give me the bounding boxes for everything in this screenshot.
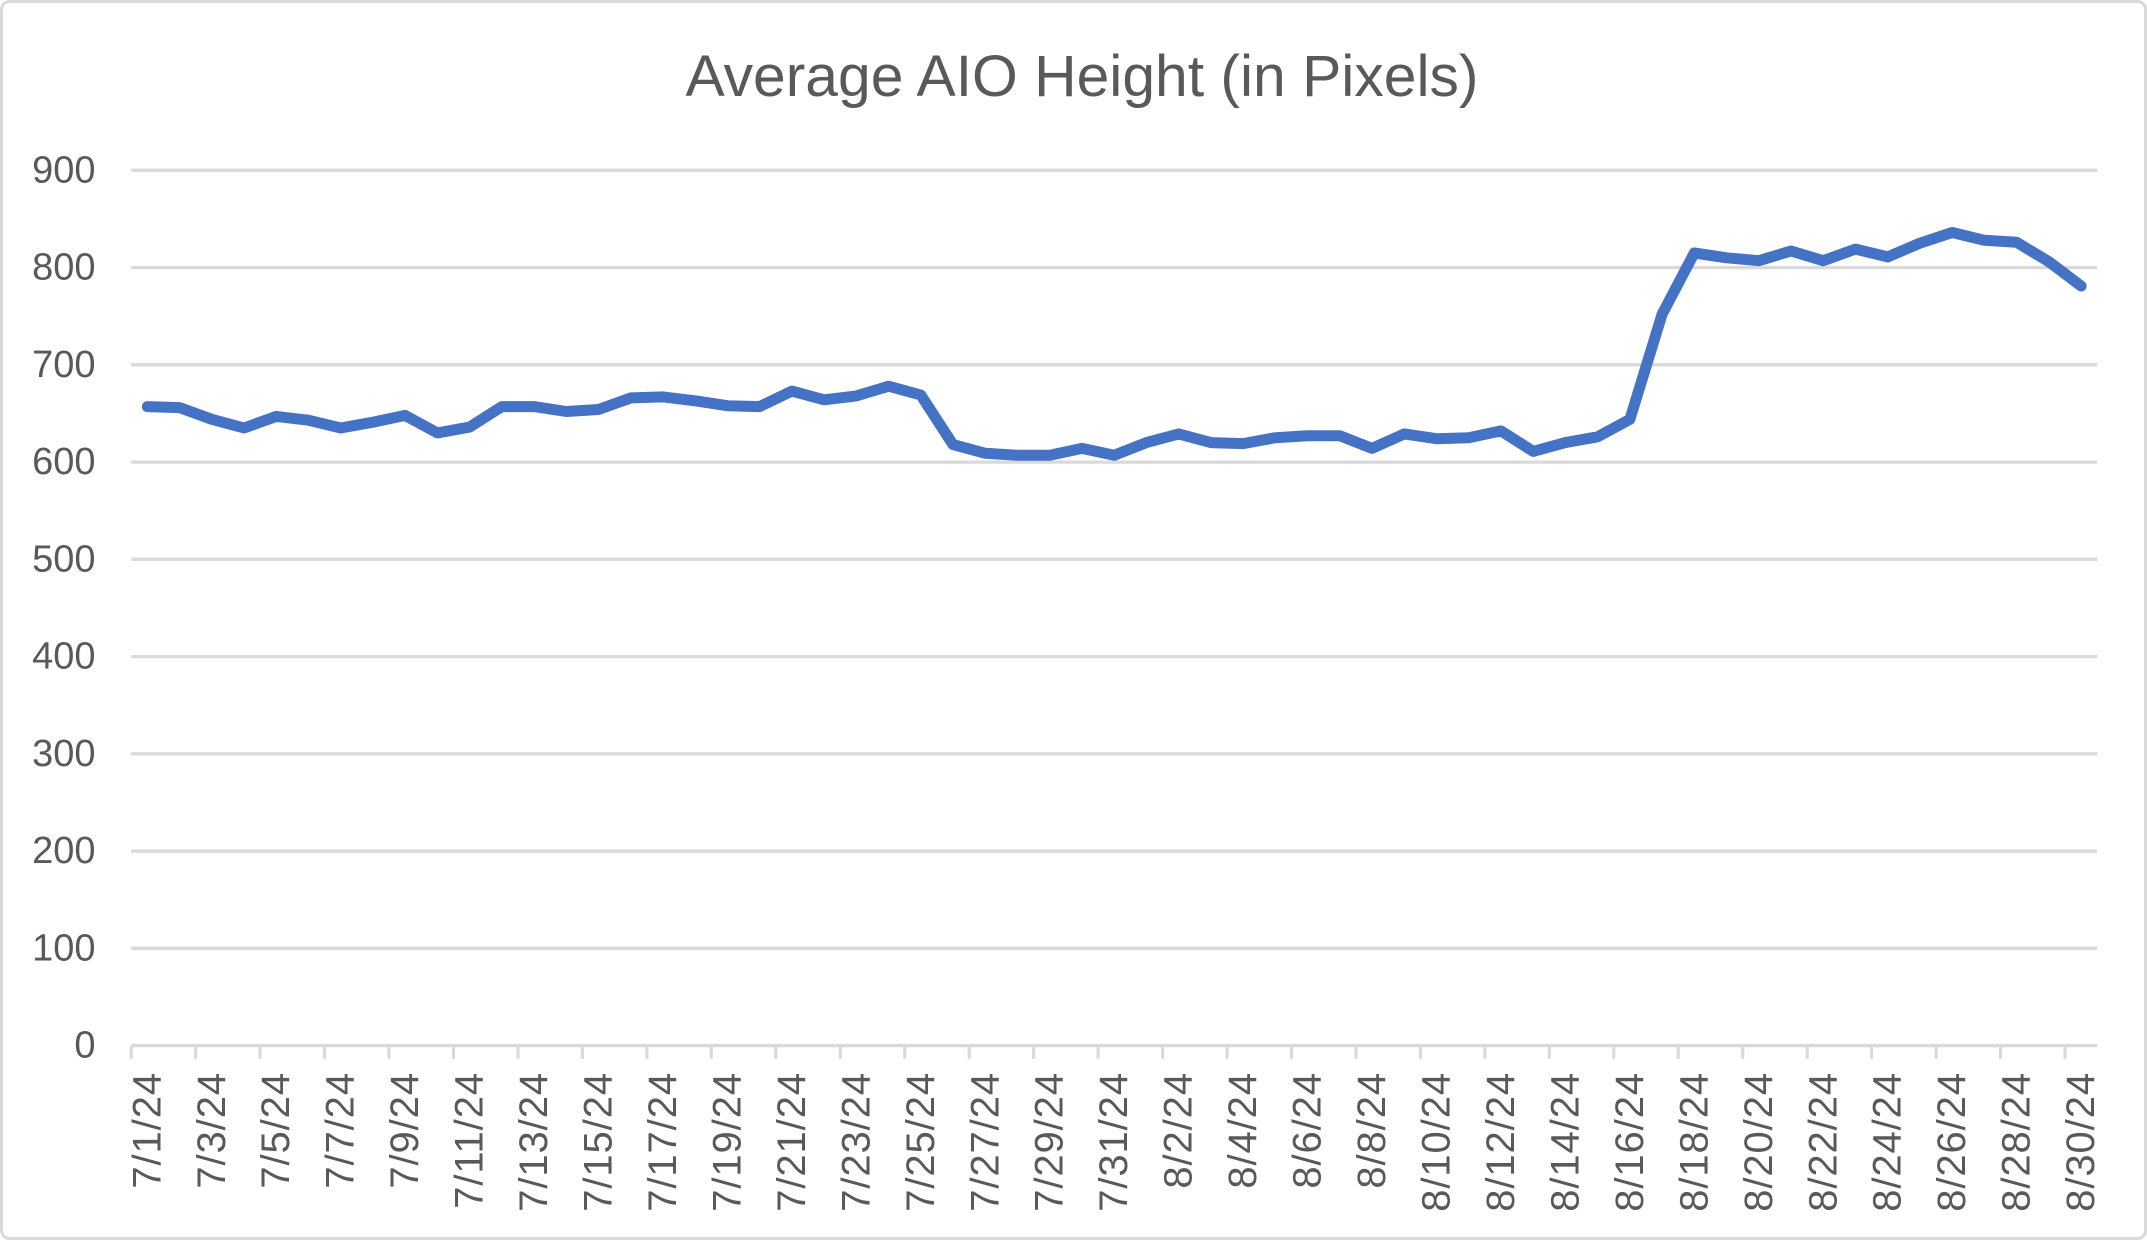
svg-text:200: 200	[32, 830, 95, 872]
svg-text:8/30/24: 8/30/24	[2059, 1072, 2103, 1212]
svg-text:7/5/24: 7/5/24	[254, 1072, 298, 1189]
svg-text:7/25/24: 7/25/24	[899, 1072, 943, 1212]
svg-text:500: 500	[32, 538, 95, 580]
svg-text:8/8/24: 8/8/24	[1350, 1072, 1394, 1189]
svg-text:8/6/24: 8/6/24	[1286, 1072, 1330, 1189]
svg-text:8/28/24: 8/28/24	[1995, 1072, 2039, 1212]
svg-text:8/2/24: 8/2/24	[1157, 1072, 1201, 1189]
svg-text:900: 900	[32, 149, 95, 191]
svg-text:8/22/24: 8/22/24	[1801, 1072, 1845, 1212]
svg-text:8/12/24: 8/12/24	[1479, 1072, 1523, 1212]
svg-text:8/18/24: 8/18/24	[1672, 1072, 1716, 1212]
svg-text:600: 600	[32, 441, 95, 483]
svg-text:400: 400	[32, 636, 95, 678]
svg-text:700: 700	[32, 344, 95, 386]
svg-text:7/1/24: 7/1/24	[125, 1072, 169, 1189]
svg-text:8/10/24: 8/10/24	[1415, 1072, 1459, 1212]
svg-text:8/20/24: 8/20/24	[1737, 1072, 1781, 1212]
svg-text:8/24/24: 8/24/24	[1866, 1072, 1910, 1212]
svg-text:8/26/24: 8/26/24	[1930, 1072, 1974, 1212]
svg-text:7/31/24: 7/31/24	[1092, 1072, 1136, 1212]
svg-text:Average AIO Height (in Pixels): Average AIO Height (in Pixels)	[685, 44, 1478, 109]
svg-text:8/16/24: 8/16/24	[1608, 1072, 1652, 1212]
svg-text:7/21/24: 7/21/24	[770, 1072, 814, 1212]
svg-text:7/27/24: 7/27/24	[963, 1072, 1007, 1212]
svg-text:7/3/24: 7/3/24	[190, 1072, 234, 1189]
svg-text:7/7/24: 7/7/24	[319, 1072, 363, 1189]
svg-text:7/15/24: 7/15/24	[577, 1072, 621, 1212]
svg-text:7/13/24: 7/13/24	[512, 1072, 556, 1212]
svg-text:7/19/24: 7/19/24	[705, 1072, 749, 1212]
svg-text:100: 100	[32, 927, 95, 969]
svg-text:8/14/24: 8/14/24	[1543, 1072, 1587, 1212]
svg-text:800: 800	[32, 247, 95, 289]
svg-text:300: 300	[32, 733, 95, 775]
svg-text:0: 0	[74, 1025, 95, 1067]
svg-text:7/9/24: 7/9/24	[383, 1072, 427, 1189]
svg-text:8/4/24: 8/4/24	[1221, 1072, 1265, 1189]
svg-text:7/23/24: 7/23/24	[834, 1072, 878, 1212]
svg-text:7/17/24: 7/17/24	[641, 1072, 685, 1212]
svg-text:7/11/24: 7/11/24	[448, 1072, 492, 1209]
svg-text:7/29/24: 7/29/24	[1028, 1072, 1072, 1212]
